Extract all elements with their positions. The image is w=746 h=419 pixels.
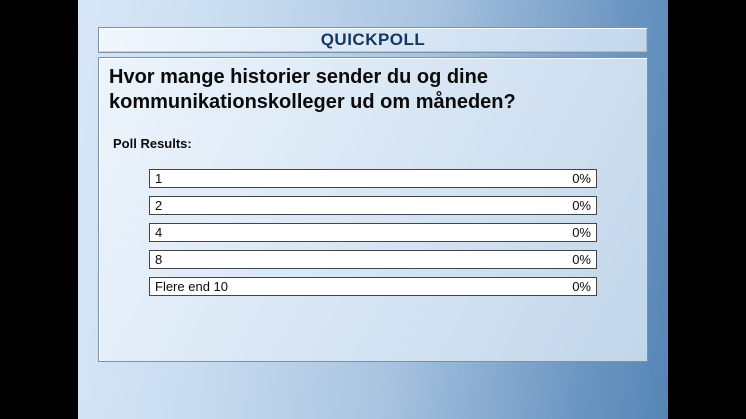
poll-option-percent: 0% <box>572 198 591 213</box>
poll-option-label: Flere end 10 <box>155 279 228 294</box>
quickpoll-title: QUICKPOLL <box>320 30 426 49</box>
poll-option-percent: 0% <box>572 252 591 267</box>
poll-result-row-4: 8 0% <box>149 250 597 269</box>
poll-question: Hvor mange historier sender du og dine k… <box>109 66 516 113</box>
poll-panel: Hvor mange historier sender du og dine k… <box>98 57 648 362</box>
poll-option-label: 2 <box>155 198 163 213</box>
poll-option-label: 4 <box>155 225 163 240</box>
quickpoll-header-bar: QUICKPOLL <box>98 27 648 53</box>
letterbox-left <box>0 0 78 419</box>
poll-option-label: 8 <box>155 252 163 267</box>
poll-option-percent: 0% <box>572 279 591 294</box>
poll-result-row-5: Flere end 10 0% <box>149 277 597 296</box>
slide-background: QUICKPOLL Hvor mange historier sender du… <box>78 0 668 419</box>
poll-results-list: 1 0% 2 0% 4 0% 8 0% Flere end 10 0 <box>149 169 597 304</box>
poll-result-row-2: 2 0% <box>149 196 597 215</box>
poll-results-label: Poll Results: <box>113 136 192 151</box>
letterbox-right <box>668 0 746 419</box>
poll-option-percent: 0% <box>572 225 591 240</box>
poll-result-row-3: 4 0% <box>149 223 597 242</box>
poll-option-label: 1 <box>155 171 163 186</box>
poll-result-row-1: 1 0% <box>149 169 597 188</box>
poll-option-percent: 0% <box>572 171 591 186</box>
